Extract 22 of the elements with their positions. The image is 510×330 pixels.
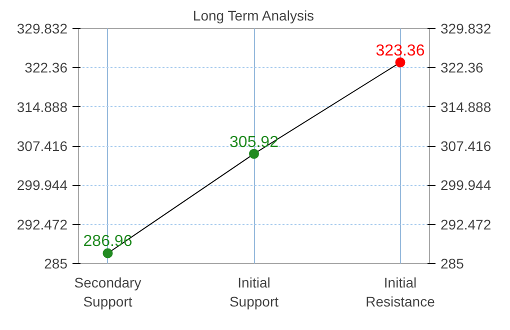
chart-title: Long Term Analysis (192, 8, 314, 24)
y-tick-label: 307.416 (16, 138, 68, 154)
y-tick-label: 292.472 (16, 216, 68, 232)
y-tick-label: 322.36 (24, 60, 68, 76)
point (249, 148, 259, 159)
y2-tick-label: 307.416 (440, 138, 492, 154)
data-label: 323.36 (376, 42, 425, 60)
y2-tick-label: 322.36 (440, 60, 484, 76)
y-tick-label: 285 (44, 256, 68, 272)
y2-tick-label: 285 (440, 256, 464, 272)
y-tick-label: 299.944 (16, 177, 68, 194)
y2-tick-label: 292.472 (440, 216, 492, 232)
y-tick-label: 314.888 (16, 98, 68, 115)
y2-tick-label: 329.832 (440, 20, 492, 36)
y2-tick-label: 314.888 (440, 98, 492, 115)
x-tick-label: Initial Support (229, 274, 279, 310)
x-tick-label: Initial Resistance (366, 274, 436, 310)
point (102, 248, 113, 258)
y-tick-label: 329.832 (16, 20, 68, 36)
x-tick-label: Secondary Support (74, 274, 142, 310)
point (395, 57, 406, 68)
y2-tick-label: 299.944 (440, 177, 492, 194)
